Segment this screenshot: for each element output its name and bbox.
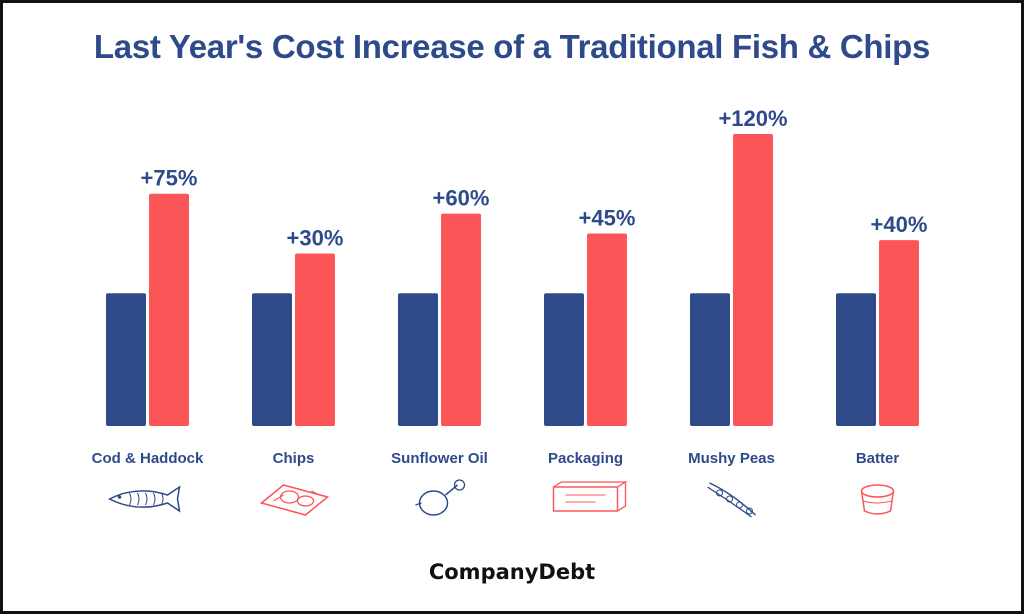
sunflower-oil-icon: [415, 479, 466, 516]
bar-baseline: [544, 293, 584, 426]
data-label: +60%: [433, 186, 490, 211]
bar-increase: [295, 253, 335, 426]
bar-increase: [441, 213, 481, 426]
bar-increase: [879, 240, 919, 426]
data-label: +30%: [287, 225, 344, 250]
bar-baseline: [252, 293, 292, 426]
data-label: +45%: [579, 206, 636, 231]
category-label: Batter: [856, 450, 900, 467]
category-label: Packaging: [548, 450, 623, 467]
bar-baseline: [836, 293, 876, 426]
fish-icon: [107, 485, 181, 513]
batter-pot-icon: [860, 484, 895, 515]
chart-title: Last Year's Cost Increase of a Tradition…: [93, 28, 931, 65]
category-label: Cod & Haddock: [92, 450, 204, 467]
category-label: Chips: [273, 450, 315, 467]
data-label: +40%: [871, 212, 928, 237]
packaging-icon: [552, 480, 628, 512]
bar-baseline: [106, 293, 146, 426]
data-label: +75%: [141, 166, 198, 191]
bar-increase: [587, 233, 627, 426]
bar-baseline: [690, 293, 730, 426]
bar-baseline: [398, 293, 438, 426]
category-label: Sunflower Oil: [391, 450, 488, 467]
brand-logo: CompanyDebt: [428, 560, 596, 584]
category-label: Mushy Peas: [688, 450, 775, 467]
pea-pod-icon: [707, 482, 757, 518]
chips-icon: [259, 484, 330, 516]
bar-increase: [149, 193, 189, 426]
data-label: +120%: [718, 106, 787, 131]
bar-increase: [733, 134, 773, 426]
